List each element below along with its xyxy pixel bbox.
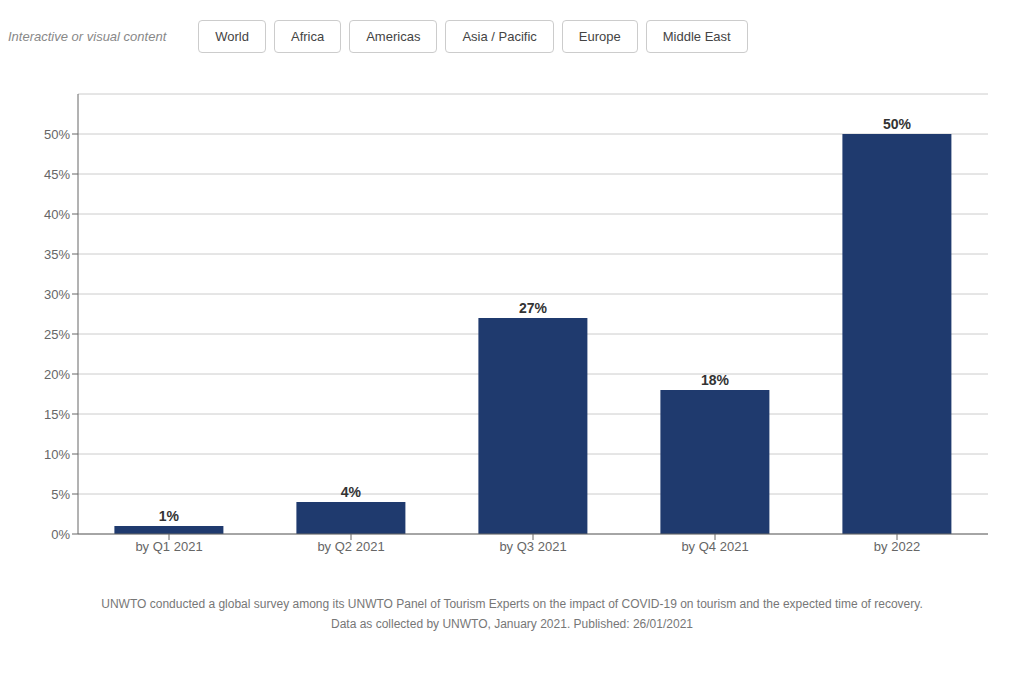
svg-text:by Q1 2021: by Q1 2021 <box>135 539 202 554</box>
svg-text:by Q3 2021: by Q3 2021 <box>499 539 566 554</box>
html-text:Data as collected by UNWTO, Ja: Data as collected by UNWTO, January 2021… <box>331 617 693 631</box>
svg-text:1%: 1% <box>159 508 180 524</box>
svg-text:by 2022: by 2022 <box>874 539 920 554</box>
svg-text:by Q4 2021: by Q4 2021 <box>681 539 748 554</box>
svg-text:5%: 5% <box>51 487 70 502</box>
html-text:Asia / Pacific: Asia / Pacific <box>462 28 537 44</box>
html-text:Africa: Africa <box>291 28 325 44</box>
svg-text:10%: 10% <box>44 447 70 462</box>
svg-text:40%: 40% <box>44 207 70 222</box>
svg-text:27%: 27% <box>519 300 548 316</box>
html-text:Americas: Americas <box>366 28 421 44</box>
html-text:Middle East: Middle East <box>662 28 731 44</box>
html-text:Interactive or visual content: Interactive or visual content <box>8 28 167 44</box>
svg-text:35%: 35% <box>44 247 70 262</box>
svg-text:4%: 4% <box>341 484 362 500</box>
html-text:World: World <box>215 28 249 44</box>
svg-text:by Q2 2021: by Q2 2021 <box>317 539 384 554</box>
svg-text:30%: 30% <box>44 287 70 302</box>
html-text:Europe: Europe <box>578 28 621 44</box>
svg-text:50%: 50% <box>44 127 70 142</box>
svg-text:15%: 15% <box>44 407 70 422</box>
svg-text:0%: 0% <box>51 527 70 542</box>
html-text:UNWTO conducted a global surve: UNWTO conducted a global survey among it… <box>101 597 923 611</box>
svg-text:45%: 45% <box>44 167 70 182</box>
svg-text:18%: 18% <box>701 372 730 388</box>
svg-text:25%: 25% <box>44 327 70 342</box>
svg-text:50%: 50% <box>883 116 912 132</box>
svg-text:20%: 20% <box>44 367 70 382</box>
